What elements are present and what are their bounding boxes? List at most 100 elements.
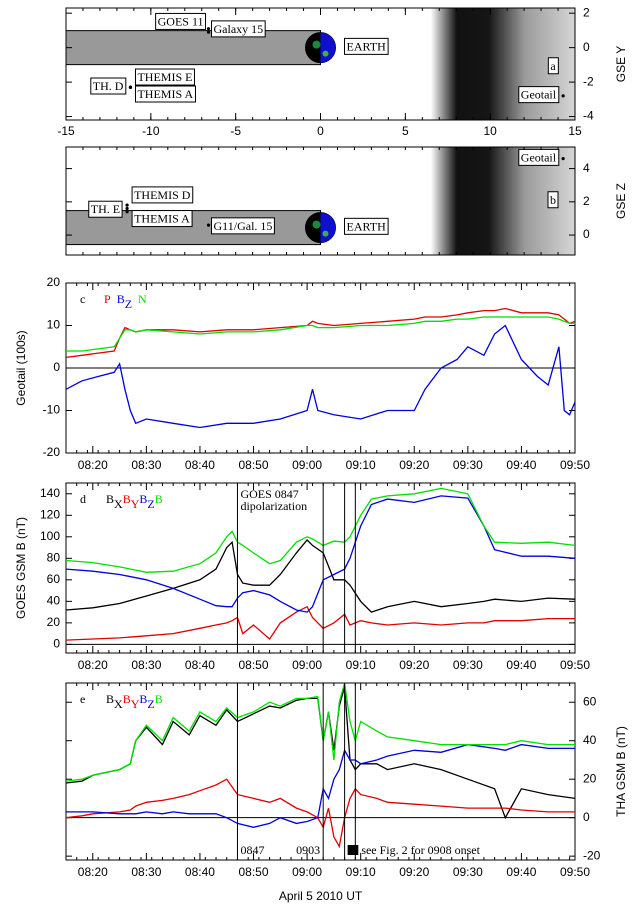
series-line (66, 683, 575, 782)
x-tick-label: 5 (402, 124, 409, 138)
x-tick-label: -10 (142, 124, 160, 138)
y-axis-label: GSE Y (614, 46, 628, 82)
series-line (66, 487, 575, 573)
satellite-label: Galaxy 15 (214, 22, 264, 36)
legend-entry: B (155, 692, 163, 706)
legend-entry: N (138, 292, 147, 306)
legend-entry: BZ (117, 292, 132, 311)
legend-entry: B (155, 492, 163, 506)
annotation: 0903 (296, 843, 320, 857)
y-tick-label: 40 (47, 594, 61, 608)
satellite-label: GOES 11 (158, 14, 204, 28)
plot-frame (65, 682, 576, 861)
x-tick-label: 09:00 (292, 658, 322, 672)
y-axis-label: THA GSM B (nT) (614, 726, 628, 817)
series-line (66, 778, 575, 849)
legend-entry: BY (123, 492, 140, 511)
x-tick-label: -15 (57, 124, 75, 138)
y-tick-label: 40 (583, 733, 597, 747)
x-tick-label: 08:50 (239, 658, 269, 672)
x-tick-label: 15 (568, 124, 582, 138)
y-tick-label: 120 (40, 507, 60, 521)
panel-letter: d (80, 492, 86, 506)
panel-letter: e (80, 692, 85, 706)
series-line (66, 307, 575, 359)
x-tick-label: 08:50 (239, 865, 269, 879)
legend-entry: P (104, 292, 111, 306)
x-tick-label: -5 (230, 124, 241, 138)
panel-letter: a (550, 59, 556, 73)
label-box (344, 37, 389, 55)
earth-land (322, 50, 329, 57)
y-tick-label: 0 (583, 810, 590, 824)
x-tick-label: 08:40 (185, 865, 215, 879)
label-box (211, 20, 266, 38)
satellite-label: THEMIS D (134, 188, 191, 202)
satellite (206, 27, 211, 31)
satellite-label: THEMIS A (134, 212, 190, 226)
y-tick-label: 140 (40, 486, 60, 500)
x-tick-label: 09:10 (346, 865, 376, 879)
label-box (88, 200, 123, 218)
y-axis-label: GOES GSM B (nT) (14, 517, 28, 619)
x-tick-label: 09:00 (292, 458, 322, 472)
y-tick-label: 80 (47, 550, 61, 564)
satellite (128, 85, 133, 89)
label-box (131, 210, 193, 228)
satellite-label: THEMIS A (137, 87, 193, 101)
y-tick-label: -10 (43, 403, 61, 417)
annotation: see Fig. 2 for 0908 onset (361, 843, 480, 857)
x-tick-label: 08:20 (78, 658, 108, 672)
earth-shadow (65, 30, 321, 66)
y-tick-label: 2 (583, 5, 590, 19)
earth-land (312, 40, 321, 49)
series-line (66, 539, 575, 613)
annotation: 0847 (240, 843, 264, 857)
y-tick-label: 0 (53, 637, 60, 651)
label-box (134, 68, 195, 86)
series-line (66, 495, 575, 613)
series-line (66, 743, 575, 828)
y-tick-label: 0 (583, 227, 590, 241)
x-tick-label: 09:40 (506, 458, 536, 472)
y-tick-label: 4 (583, 161, 590, 175)
label-box (518, 148, 560, 166)
y-tick-label: 100 (40, 529, 60, 543)
earth-label: EARTH (347, 219, 387, 233)
label-box (547, 57, 559, 75)
y-axis-label: GSE Z (614, 183, 628, 219)
series-line (66, 605, 575, 641)
annotation: dipolarization (240, 499, 307, 513)
x-tick-label: 09:30 (453, 458, 483, 472)
panel-letter: c (80, 292, 85, 306)
x-tick-label: 0 (317, 124, 324, 138)
x-tick-label: 09:00 (292, 865, 322, 879)
series-line (66, 324, 575, 429)
label-box (155, 12, 207, 30)
label-box (134, 85, 196, 103)
y-tick-label: -2 (583, 74, 594, 88)
x-tick-label: 08:30 (131, 458, 161, 472)
panel-letter: b (550, 193, 556, 207)
series-line (66, 686, 575, 820)
label-box (131, 186, 194, 204)
x-tick-label: 08:50 (239, 458, 269, 472)
x-tick-label: 09:50 (560, 658, 590, 672)
y-tick-label: -20 (583, 848, 601, 862)
y-tick-label: 60 (583, 694, 597, 708)
earth-dayside (320, 212, 336, 243)
earth-label: EARTH (347, 39, 387, 53)
label-box (518, 86, 560, 104)
y-tick-label: 60 (47, 572, 61, 586)
x-tick-label: 09:40 (506, 658, 536, 672)
earth-land (322, 230, 329, 237)
satellite (206, 30, 211, 34)
satellite (561, 157, 565, 161)
x-tick-label: 10 (483, 124, 497, 138)
x-tick-label: 08:30 (131, 658, 161, 672)
y-tick-label: 10 (47, 318, 61, 332)
y-axis-label: Geotail (100s) (14, 330, 28, 405)
y-tick-label: 2 (583, 194, 590, 208)
